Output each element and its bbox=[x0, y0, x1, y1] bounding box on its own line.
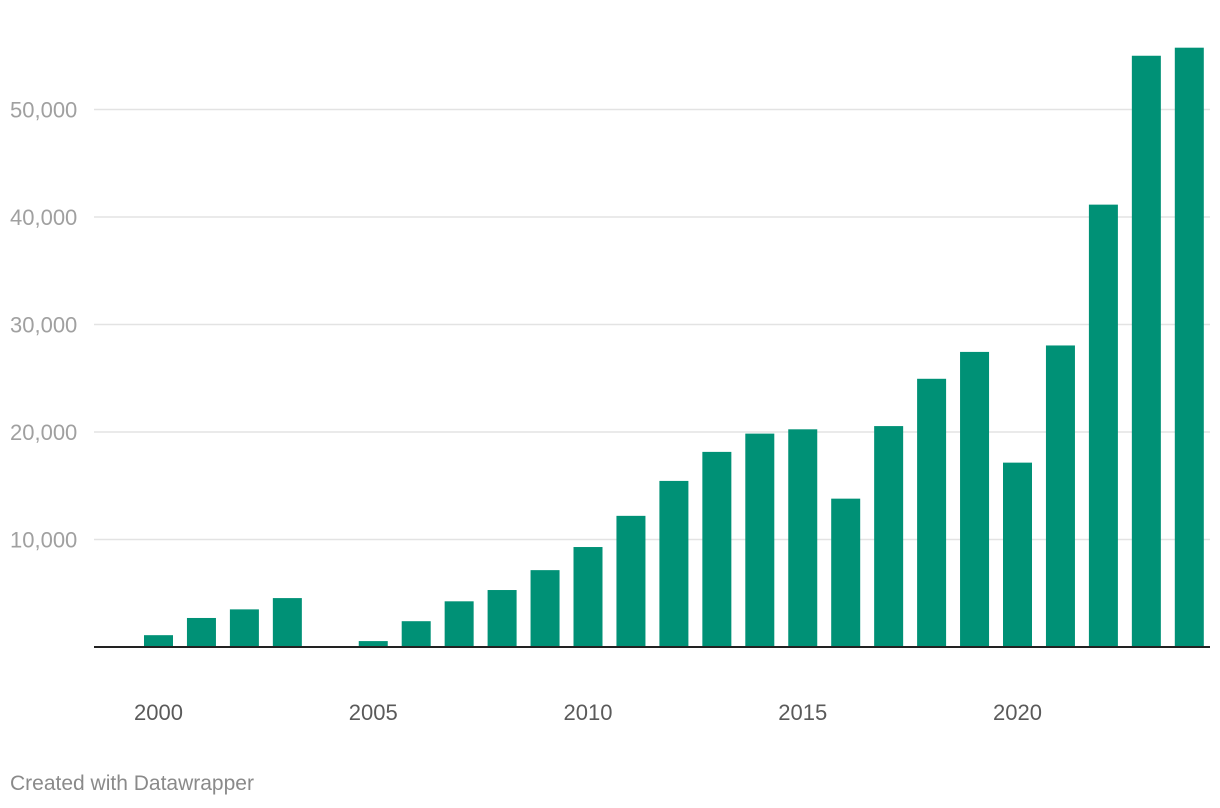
x-axis-ticks: 2000 2005 2010 2015 2020 bbox=[134, 700, 1042, 725]
bar bbox=[1131, 55, 1161, 647]
bar bbox=[229, 609, 259, 647]
bar bbox=[358, 641, 388, 647]
bar bbox=[616, 515, 646, 647]
y-axis-ticks: 10,000 20,000 30,000 40,000 50,000 bbox=[10, 98, 77, 553]
footer-credit: Created with Datawrapper bbox=[10, 772, 254, 795]
bar bbox=[960, 351, 990, 647]
bar bbox=[1088, 204, 1118, 647]
bar bbox=[874, 426, 904, 647]
x-tick-label: 2005 bbox=[349, 700, 398, 725]
x-tick-label: 2020 bbox=[993, 700, 1042, 725]
bars bbox=[144, 47, 1204, 647]
x-tick-label: 2000 bbox=[134, 700, 183, 725]
bar bbox=[788, 429, 818, 647]
bar bbox=[745, 433, 775, 647]
bar bbox=[401, 621, 431, 647]
bar bbox=[1045, 345, 1075, 647]
bar bbox=[917, 378, 947, 647]
gridlines bbox=[94, 108, 1210, 541]
bar bbox=[444, 601, 474, 647]
y-tick-label: 40,000 bbox=[10, 205, 77, 230]
bar bbox=[530, 570, 560, 647]
bar bbox=[272, 598, 302, 647]
bar bbox=[186, 617, 216, 647]
bar bbox=[659, 480, 689, 647]
x-tick-label: 2010 bbox=[564, 700, 613, 725]
bar bbox=[702, 451, 732, 647]
bar bbox=[573, 547, 603, 647]
bar bbox=[831, 498, 861, 647]
bar bbox=[1003, 462, 1032, 647]
bar bbox=[487, 590, 517, 647]
x-tick-label: 2015 bbox=[778, 700, 827, 725]
y-tick-label: 10,000 bbox=[10, 528, 77, 553]
bar bbox=[1174, 47, 1204, 647]
y-tick-label: 50,000 bbox=[10, 98, 77, 123]
y-tick-label: 20,000 bbox=[10, 420, 77, 445]
bar bbox=[144, 635, 173, 647]
y-tick-label: 30,000 bbox=[10, 313, 77, 338]
